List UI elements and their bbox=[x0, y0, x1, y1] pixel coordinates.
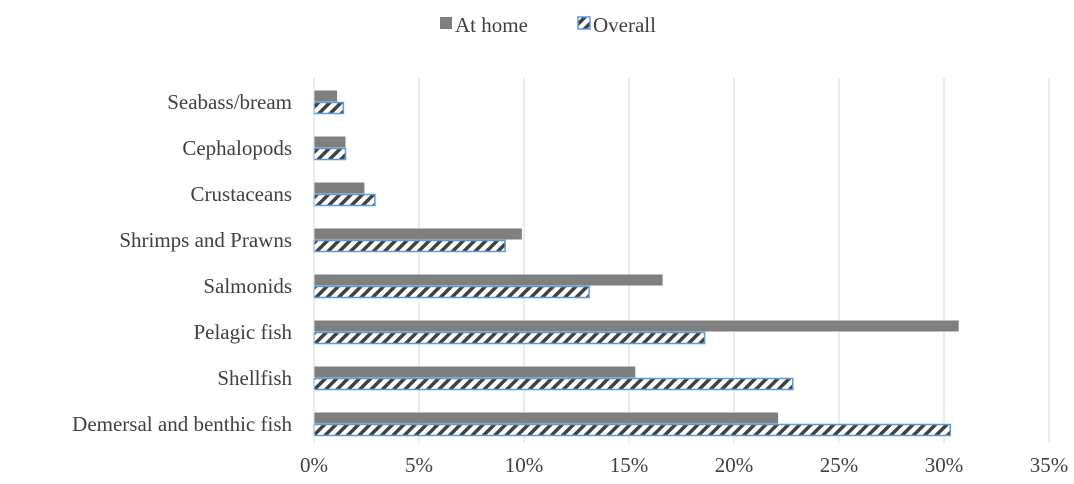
legend-swatch-at-home bbox=[440, 17, 452, 29]
category-label: Shrimps and Prawns bbox=[119, 228, 292, 252]
category-label: Seabass/bream bbox=[167, 90, 292, 114]
x-tick-label: 5% bbox=[405, 453, 433, 477]
category-label: Shellfish bbox=[217, 366, 292, 390]
x-tick-label: 0% bbox=[300, 453, 328, 477]
legend-swatch-overall bbox=[577, 16, 591, 30]
bar-at-home bbox=[314, 90, 338, 102]
bar-at-home bbox=[314, 136, 346, 148]
x-tick-label: 25% bbox=[820, 453, 859, 477]
bar-at-home bbox=[314, 412, 779, 424]
bar-at-home bbox=[314, 228, 522, 240]
bar-overall bbox=[313, 101, 345, 115]
bar-overall bbox=[313, 147, 347, 161]
category-label: Crustaceans bbox=[191, 182, 292, 206]
bar-at-home bbox=[314, 320, 959, 332]
bar-at-home bbox=[314, 366, 636, 378]
x-axis: 0% 5% 10% 15% 20% 25% 30% 35% bbox=[300, 453, 1068, 477]
bar-overall bbox=[313, 423, 952, 437]
x-tick-label: 15% bbox=[610, 453, 649, 477]
legend: At home Overall bbox=[440, 13, 656, 37]
category-label: Salmonids bbox=[203, 274, 292, 298]
gridlines bbox=[418, 78, 1050, 443]
bar-overall bbox=[313, 331, 706, 345]
category-label: Pelagic fish bbox=[193, 320, 292, 344]
bar-overall bbox=[313, 193, 376, 207]
y-axis: Seabass/bream Cephalopods Crustaceans Shrim… bbox=[72, 78, 315, 443]
legend-label-at-home: At home bbox=[455, 13, 528, 37]
x-tick-label: 20% bbox=[715, 453, 754, 477]
category-label: Cephalopods bbox=[182, 136, 292, 160]
bars bbox=[313, 90, 959, 437]
bar-at-home bbox=[314, 182, 365, 194]
category-label: Demersal and benthic fish bbox=[72, 412, 292, 436]
bar-overall bbox=[313, 285, 590, 299]
x-tick-label: 30% bbox=[925, 453, 964, 477]
bar-overall bbox=[313, 239, 506, 253]
x-tick-label: 10% bbox=[505, 453, 544, 477]
bar-overall bbox=[313, 377, 794, 391]
legend-label-overall: Overall bbox=[593, 13, 656, 37]
bar-at-home bbox=[314, 274, 663, 286]
x-tick-label: 35% bbox=[1030, 453, 1069, 477]
